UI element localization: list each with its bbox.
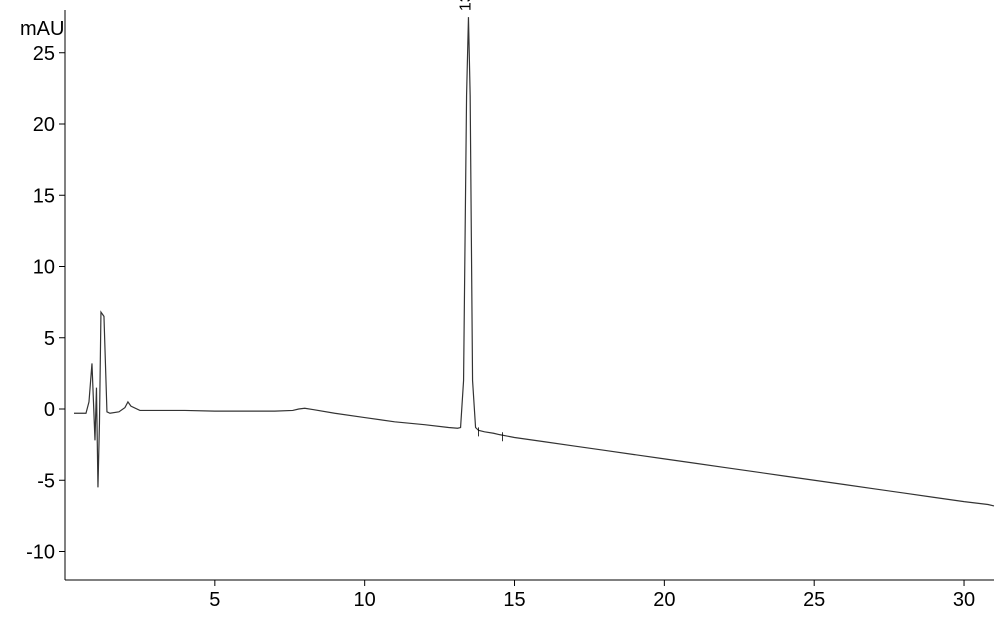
peak-label: 13.463 (457, 0, 474, 11)
y-tick-label: 10 (33, 257, 55, 279)
y-axis-label: mAU (20, 18, 64, 40)
x-tick-label: 30 (953, 589, 975, 611)
x-tick-label: 20 (653, 589, 675, 611)
y-tick-label: 20 (33, 114, 55, 136)
y-tick-label: 5 (44, 328, 55, 350)
x-tick-label: 5 (209, 589, 220, 611)
y-tick-label: -10 (26, 542, 55, 564)
y-tick-label: 15 (33, 185, 55, 207)
y-tick-label: -5 (37, 470, 55, 492)
y-tick-label: 25 (33, 43, 55, 65)
chart-svg: -10 -5 0 5 10 15 20 25 5 10 15 20 25 30 mAU 13.463 (0, 0, 1000, 622)
chromatogram-chart: -10 -5 0 5 10 15 20 25 5 10 15 20 25 30 mAU 13.463 (0, 0, 1000, 622)
x-tick-label: 15 (503, 589, 525, 611)
chromatogram-trace (74, 17, 994, 506)
y-tick-label: 0 (44, 399, 55, 421)
x-tick-label: 25 (803, 589, 825, 611)
x-tick-label: 10 (354, 589, 376, 611)
